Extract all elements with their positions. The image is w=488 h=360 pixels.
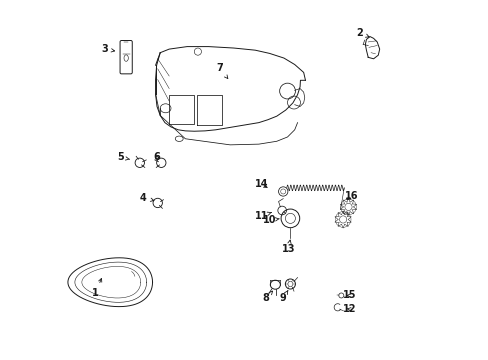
Text: 16: 16	[345, 191, 358, 201]
Text: 14: 14	[254, 179, 268, 189]
Text: 8: 8	[262, 291, 272, 303]
Text: 12: 12	[342, 304, 356, 314]
Text: 7: 7	[216, 63, 227, 78]
Text: 4: 4	[140, 193, 154, 203]
Text: 13: 13	[281, 240, 294, 254]
Text: 11: 11	[254, 211, 271, 221]
Text: 9: 9	[279, 291, 287, 303]
Text: 2: 2	[355, 28, 368, 38]
Text: 15: 15	[342, 291, 356, 301]
Text: 3: 3	[101, 44, 114, 54]
Text: 6: 6	[153, 152, 160, 162]
Text: 10: 10	[263, 215, 279, 225]
Text: 1: 1	[92, 279, 102, 298]
Text: 5: 5	[117, 152, 129, 162]
